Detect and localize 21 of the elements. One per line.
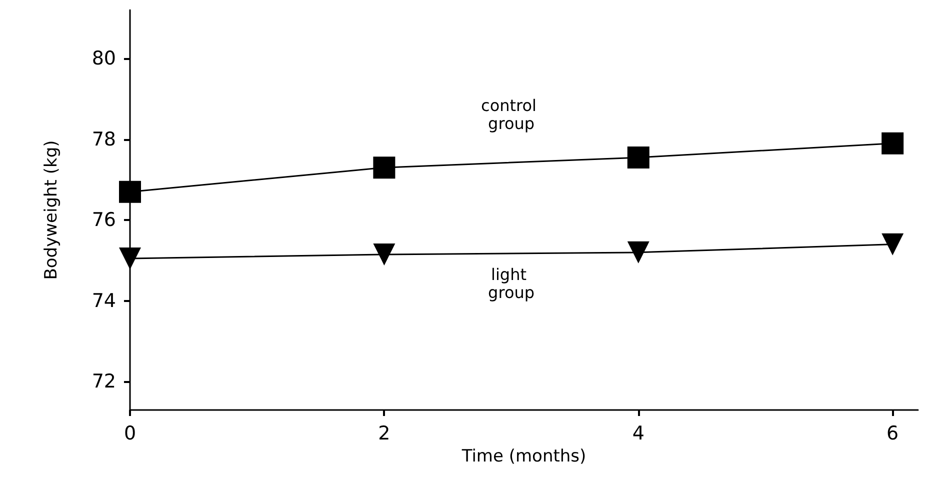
x-tick-label: 4 [632, 422, 644, 444]
x-tick-label: 2 [378, 422, 390, 444]
point [627, 146, 650, 168]
y-axis-title: Bodyweight (kg) [42, 140, 62, 280]
point [627, 241, 650, 264]
point [373, 243, 396, 266]
point [119, 247, 141, 270]
point [882, 233, 904, 256]
series-label: control group [481, 96, 542, 134]
y-tick-label: 78 [92, 128, 116, 150]
y-tick-label: 76 [92, 209, 116, 232]
point [373, 156, 396, 179]
point [119, 180, 141, 203]
y-tick-label: 74 [92, 290, 116, 312]
y-tick-label: 80 [92, 47, 116, 70]
point [882, 132, 904, 154]
y-tick-label: 72 [92, 370, 116, 393]
x-tick-label: 0 [124, 422, 136, 444]
series-label: light group [488, 264, 535, 302]
x-tick-label: 6 [886, 422, 899, 444]
x-axis-title: Time (months) [460, 446, 586, 466]
